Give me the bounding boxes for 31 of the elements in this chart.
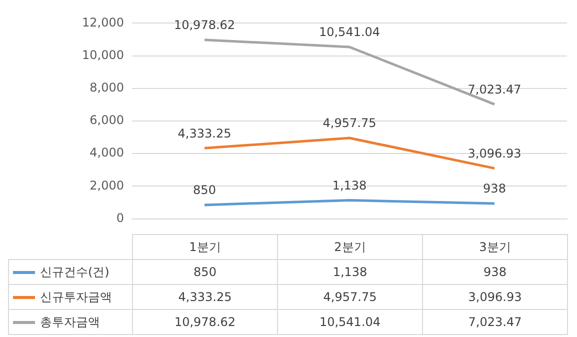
data-label: 4,333.25 bbox=[132, 284, 278, 310]
x-tick-label: 1분기 bbox=[132, 234, 278, 260]
text: 3,096.93 bbox=[468, 146, 522, 160]
x-tick-label: 2분기 bbox=[278, 234, 422, 260]
data-label: 850 bbox=[132, 260, 278, 284]
legend-label: 총투자금액 bbox=[40, 314, 100, 328]
data-label: 7,023.47 bbox=[422, 310, 568, 334]
data-label: 3,096.93 bbox=[422, 284, 568, 310]
y-tick-label: 0 bbox=[116, 210, 124, 225]
x-tick-label: 3분기 bbox=[422, 234, 568, 260]
legend-label: 신규투자금액 bbox=[40, 290, 112, 304]
text: 850 bbox=[193, 183, 216, 198]
data-label: 1,138 bbox=[278, 260, 422, 284]
y-tick-label: 6,000 bbox=[90, 113, 124, 128]
text: 10,978.62 bbox=[174, 18, 236, 32]
text: 4,333.25 bbox=[178, 126, 232, 140]
legend-label: 신규건수(건) bbox=[40, 264, 110, 278]
data-label: 10,978.62 bbox=[132, 310, 278, 334]
data-label: 4,957.75 bbox=[278, 284, 422, 310]
text: 10,541.04 bbox=[318, 25, 380, 40]
y-tick-label: 2,000 bbox=[90, 178, 124, 192]
text: 7,023.47 bbox=[468, 82, 522, 96]
data-label: 938 bbox=[422, 260, 568, 284]
y-tick-label: 10,000 bbox=[82, 48, 124, 62]
text: 4,957.75 bbox=[322, 116, 376, 130]
y-tick-label: 8,000 bbox=[90, 80, 124, 95]
text: 938 bbox=[483, 182, 506, 196]
data-label: 10,541.04 bbox=[278, 310, 422, 334]
text: 1,138 bbox=[332, 178, 367, 192]
y-tick-label: 12,000 bbox=[82, 15, 124, 30]
y-tick-label: 4,000 bbox=[90, 146, 124, 160]
